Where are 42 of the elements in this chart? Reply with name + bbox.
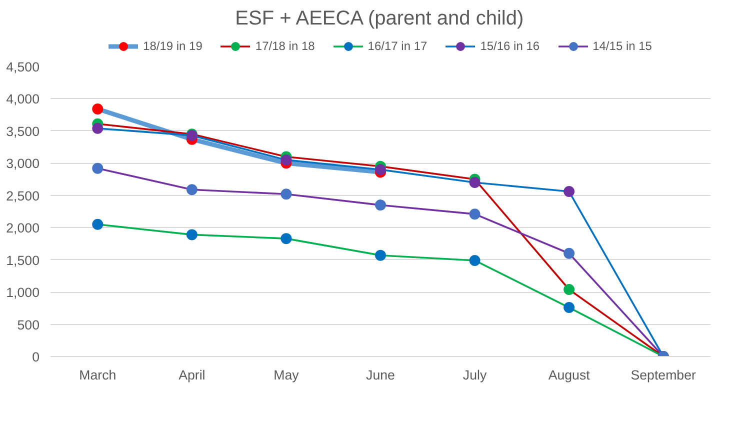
- y-tick-label: 4,500: [6, 60, 40, 74]
- point: [280, 154, 292, 166]
- y-tick-label: 1,000: [6, 285, 40, 300]
- legend-label: 16/17 in 17: [368, 39, 428, 53]
- y-tick-label: 0: [32, 350, 40, 364]
- point: [469, 208, 480, 220]
- point: [564, 248, 575, 259]
- y-tick-label: 500: [17, 317, 40, 332]
- x-tick-label: March: [79, 368, 116, 382]
- legend-label: 14/15 in 15: [592, 39, 652, 53]
- point: [92, 218, 104, 230]
- x-tick-label: June: [366, 368, 395, 382]
- legend-label: 17/18 in 18: [255, 39, 315, 53]
- x-tick-label: August: [548, 368, 590, 382]
- x-tick-label: July: [462, 368, 487, 382]
- y-tick-label: 3,000: [6, 156, 40, 172]
- point: [564, 302, 575, 314]
- x-tick-label: September: [630, 368, 697, 382]
- y-tick-label: 3,500: [6, 124, 40, 139]
- y-tick-label: 2,500: [6, 188, 40, 204]
- point: [186, 229, 198, 240]
- point: [375, 250, 386, 261]
- point: [92, 162, 104, 174]
- legend-label: 18/19 in 19: [143, 39, 202, 53]
- chart-title: ESF + AEECA (parent and child): [235, 8, 524, 30]
- point: [186, 184, 198, 196]
- point: [564, 284, 575, 295]
- point: [375, 200, 386, 211]
- point: [564, 186, 575, 198]
- point: [469, 254, 480, 266]
- y-tick-label: 1,500: [6, 252, 40, 268]
- y-tick-label: 2,000: [6, 220, 40, 236]
- legend-label: 15/16 in 16: [480, 39, 540, 53]
- x-tick-label: May: [274, 368, 300, 382]
- point: [280, 188, 292, 200]
- point: [375, 164, 386, 176]
- x-tick-label: April: [178, 368, 206, 382]
- y-tick-label: 4,000: [6, 92, 40, 107]
- point: [92, 122, 104, 134]
- point: [92, 104, 104, 115]
- point: [280, 233, 292, 244]
- point: [469, 177, 480, 188]
